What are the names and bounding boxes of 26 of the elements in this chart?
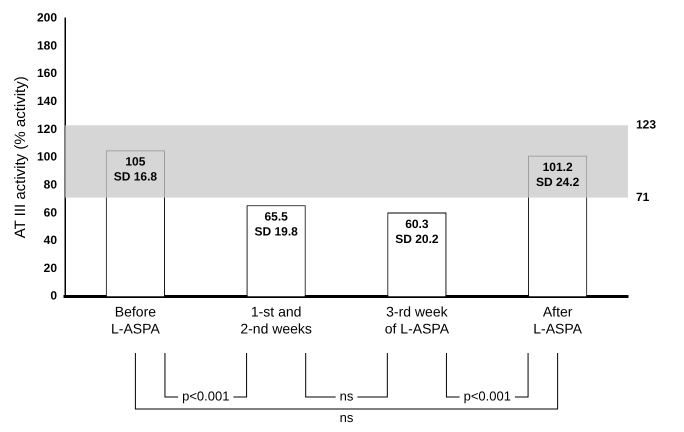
y-tick-label: 140	[36, 94, 58, 108]
data-label: 105 SD 16.8	[114, 154, 158, 184]
text: ns	[340, 388, 354, 404]
text: 71	[636, 190, 650, 204]
y-tick-label: 20	[44, 260, 58, 275]
y-tick-label: 0	[50, 288, 58, 303]
x-tick-label: After L-ASPA	[533, 304, 583, 336]
x-tick-label: 3-rd week of L-ASPA	[384, 304, 450, 336]
data-label: 60.3 SD 20.2	[395, 216, 439, 246]
y-axis-title: AT III activity (% activity)	[12, 76, 30, 238]
y-tick-label: 40	[44, 233, 58, 248]
y-tick-label: 160	[36, 66, 58, 80]
data-label: 65.5 SD 19.8	[254, 210, 298, 239]
y-tick-label: 120	[36, 122, 58, 136]
x-tick-label: 1-st and 2-nd weeks	[240, 304, 312, 336]
y-tick-label: 100	[36, 150, 58, 164]
y-tick-label: 180	[36, 38, 58, 52]
text: p<0.001	[182, 388, 230, 404]
data-label: 101.2 SD 24.2	[536, 160, 580, 189]
text: p<0.001	[464, 388, 511, 404]
y-tick-label: 60	[44, 205, 58, 220]
y-tick-label: 80	[44, 177, 58, 192]
x-tick-label: Before L-ASPA	[111, 304, 160, 336]
text: 123	[636, 118, 656, 132]
text: ns	[340, 410, 354, 426]
y-tick-label: 200	[36, 10, 58, 25]
